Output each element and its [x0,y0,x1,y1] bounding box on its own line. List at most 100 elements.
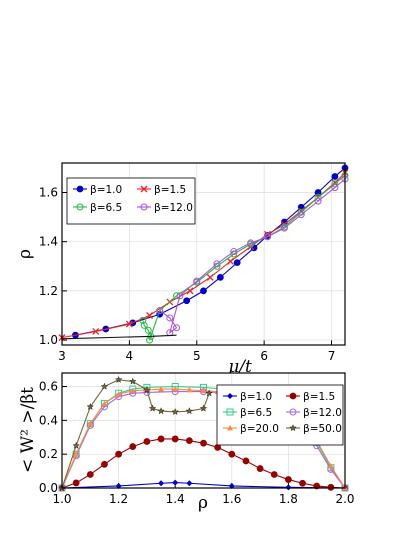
data-point [264,233,272,241]
data-point [186,480,193,487]
data-point [200,287,207,295]
legend-label: β=20.0 [240,423,279,435]
x-tick-label: 7 [328,349,336,363]
bottom-panel: 1.0 1.2 1.4 1.6 1.8 2.0 0.0 0.2 0.4 0.6 ρ < W² >/… [18,372,355,513]
data-point [331,173,339,180]
data-point [143,386,151,394]
data-point [285,484,292,491]
y-tick-label: 0.6 [39,380,58,394]
data-point [171,435,179,443]
legend-swatch-marker [289,424,297,432]
data-point [156,307,164,315]
data-point [140,321,148,329]
y-tick-label: 1.6 [39,186,58,200]
x-tick-label: 1.6 [222,492,241,506]
bottom-x-axis-label: ρ [198,493,208,513]
data-point [206,273,214,281]
data-point [129,387,136,394]
data-point [129,377,137,385]
data-point [129,443,137,450]
y-tick-label: 0.2 [39,447,58,461]
x-tick-label: 4 [126,349,134,363]
y-tick-label: 1.0 [39,333,58,347]
legend-label: β=6.5 [90,202,122,214]
data-point [226,257,234,265]
series--1.0 [72,164,349,339]
data-point [92,328,100,335]
data-point [172,386,179,392]
legend-swatch-marker [140,203,148,211]
legend-swatch-marker [289,408,297,416]
data-point [299,479,306,487]
data-point [242,457,250,465]
legend-swatch-marker [226,408,234,416]
series-line-4 [61,334,177,340]
data-point [193,277,201,285]
bottom-tick-labels: 1.0 1.2 1.4 1.6 1.8 2.0 0.0 0.2 0.4 0.6 [39,380,355,506]
legend-swatch-marker [76,185,84,193]
series-line [61,482,346,489]
legend-box [66,177,196,225]
x-tick-label: 1.2 [109,492,128,506]
data-point [72,479,80,487]
legend-swatch-marker [227,425,233,431]
y-tick-label: 0.4 [39,413,58,427]
data-point [247,239,255,247]
x-tick-label: 6 [260,349,268,363]
bottom-plot-border [61,372,346,489]
legend-label: β=12.0 [303,407,342,419]
legend-label: β=1.5 [154,184,186,196]
legend-label: β=1.0 [240,391,272,403]
data-point [125,320,133,328]
data-point [86,402,95,410]
data-point [87,420,94,427]
data-point [114,375,123,383]
x-tick-label: 1.8 [279,492,298,506]
data-point [213,260,221,268]
data-point [72,441,80,449]
data-point [331,184,339,192]
data-point [183,297,191,305]
data-point [157,435,165,443]
x-tick-label: 1.4 [166,492,185,506]
data-point [73,451,80,457]
data-point [327,463,334,469]
data-point [327,483,335,491]
y-tick-label: 1.2 [39,284,58,298]
data-point [146,336,154,344]
data-point [172,479,179,486]
data-point [205,389,213,397]
data-point [314,189,322,196]
legend-label: β=6.5 [240,407,272,419]
top-y-axis-label: ρ [15,249,35,259]
x-tick-label: 2.0 [335,492,354,506]
data-point [115,391,122,397]
data-point [200,439,207,447]
series-line [142,174,346,341]
y-tick-label: 1.4 [39,235,58,249]
data-point [256,465,264,472]
series-line [61,334,177,340]
data-point [173,324,181,332]
data-point [171,408,179,416]
data-point [176,292,184,300]
data-point [186,386,193,393]
data-point [100,382,109,390]
data-point [158,480,165,487]
data-point [139,316,147,324]
legend-box [216,384,344,446]
data-point [101,460,108,468]
data-point [270,471,278,478]
data-point [148,404,157,412]
data-point [115,450,122,458]
legend-swatch-marker [76,203,84,211]
legend-label: β=50.0 [303,423,342,435]
x-tick-label: 1.0 [52,492,71,506]
data-point [166,314,174,322]
top-panel: 3 4 5 6 71.01.21.41.6 μ/t ρ β=1.0 β=1.5β=6.5 β… [15,162,349,377]
x-tick-label: 3 [58,349,66,363]
bottom-series [58,375,349,492]
top-tick-labels: 3 4 5 6 7 1.0 1.2 1.4 1.6 [39,186,335,363]
data-point [284,476,292,483]
